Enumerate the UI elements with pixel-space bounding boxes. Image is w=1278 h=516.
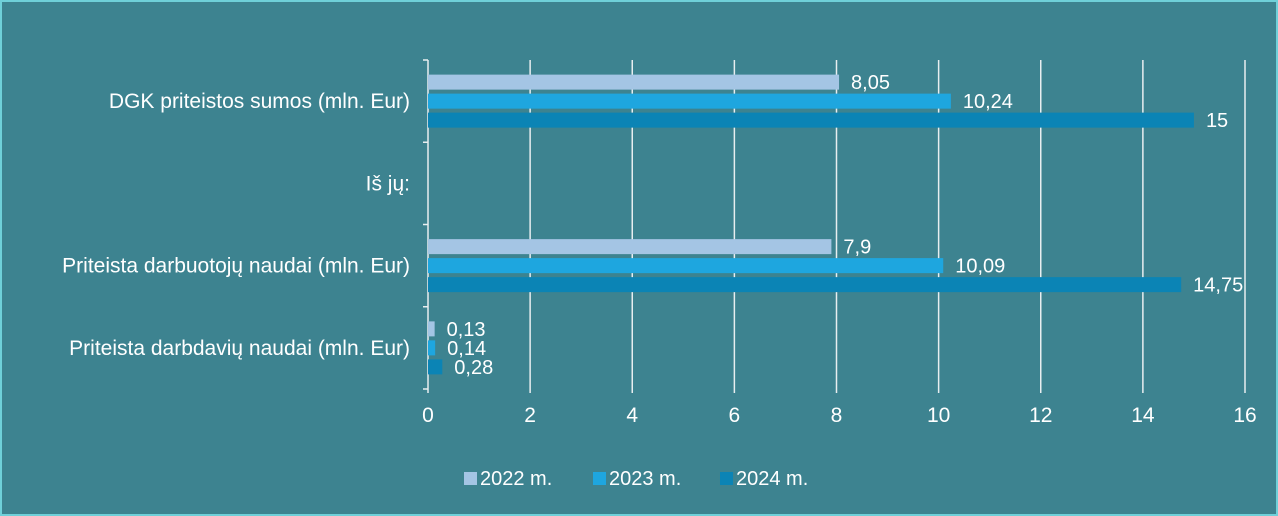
bar-2022m [428,321,435,337]
category-label: Priteista darbuotojų naudai (mln. Eur) [62,255,410,278]
category-label: Priteista darbdavių naudai (mln. Eur) [69,337,410,360]
x-tick-label: 10 [927,404,950,427]
data-label: 7,9 [843,237,871,259]
x-tick-label: 16 [1233,404,1256,427]
legend-swatch [464,472,477,485]
data-label: 0,13 [447,319,486,341]
bar-2023m [428,340,436,356]
bar-2022m [428,74,840,90]
x-tick-label: 6 [729,404,741,427]
bar-2024m [428,277,1182,293]
data-label: 15 [1206,110,1228,132]
x-tick-label: 2 [524,404,536,427]
data-label: 10,24 [963,91,1013,113]
data-label: 0,28 [454,357,493,379]
bar-2023m [428,93,951,109]
legend-label: 2024 m. [736,468,808,490]
bar-2024m [428,112,1194,128]
category-label: Iš jų: [366,172,410,195]
x-tick-label: 4 [626,404,638,427]
x-tick-label: 12 [1029,404,1052,427]
data-label: 0,14 [447,338,486,360]
x-tick-label: 0 [422,404,434,427]
legend-label: 2023 m. [609,468,681,490]
bar-2023m [428,258,944,274]
legend-label: 2022 m. [480,468,552,490]
bar-2022m [428,239,832,255]
category-label: DGK priteistos sumos (mln. Eur) [109,90,410,113]
x-tick-label: 14 [1131,404,1155,427]
data-label: 14,75 [1193,275,1243,297]
legend-swatch [720,472,733,485]
legend-swatch [593,472,606,485]
data-label: 8,05 [851,72,890,94]
x-tick-label: 8 [831,404,843,427]
bar-2024m [428,359,443,375]
data-label: 10,09 [955,256,1005,278]
